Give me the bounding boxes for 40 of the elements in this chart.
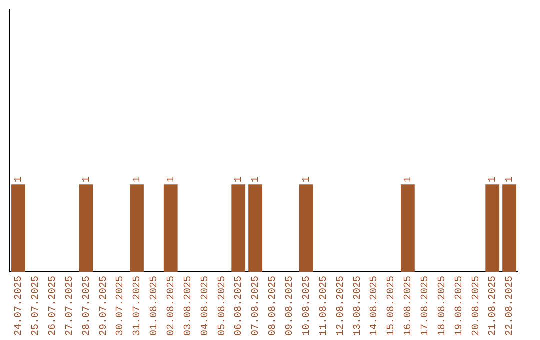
data-label: 1 bbox=[302, 176, 313, 183]
x-tick-label: 19.08.2025 bbox=[454, 276, 466, 336]
x-tick-label: 06.08.2025 bbox=[234, 276, 246, 336]
x-tick-label: 09.08.2025 bbox=[285, 276, 296, 336]
x-tick-label: 22.08.2025 bbox=[505, 276, 516, 336]
x-tick-label: 12.08.2025 bbox=[336, 276, 347, 336]
data-label: 1 bbox=[251, 176, 262, 183]
x-tick-label: 31.07.2025 bbox=[132, 276, 144, 336]
x-tick-label: 01.08.2025 bbox=[150, 276, 161, 336]
x-tick-label: 29.07.2025 bbox=[98, 276, 110, 336]
data-label: 1 bbox=[166, 176, 178, 183]
x-tick-label: 16.08.2025 bbox=[404, 276, 415, 336]
x-tick-label: 11.08.2025 bbox=[318, 276, 330, 336]
x-tick-label: 17.08.2025 bbox=[420, 276, 432, 336]
x-tick-label: 15.08.2025 bbox=[386, 276, 398, 336]
x-tick-label: 26.07.2025 bbox=[48, 276, 59, 336]
x-tick-label: 28.07.2025 bbox=[82, 276, 93, 336]
x-tick-label: 14.08.2025 bbox=[370, 276, 381, 336]
x-tick-label: 05.08.2025 bbox=[217, 276, 228, 336]
data-label: 1 bbox=[82, 176, 93, 183]
x-tick-label: 20.08.2025 bbox=[471, 276, 482, 336]
x-tick-label: 27.07.2025 bbox=[64, 276, 76, 336]
x-tick-label: 03.08.2025 bbox=[183, 276, 194, 336]
x-tick-label: 07.08.2025 bbox=[251, 276, 262, 336]
x-tick-label: 30.07.2025 bbox=[116, 276, 127, 336]
data-label: 1 bbox=[404, 176, 415, 183]
data-label: 1 bbox=[14, 176, 26, 183]
data-label: 1 bbox=[488, 176, 500, 183]
x-tick-label: 18.08.2025 bbox=[437, 276, 448, 336]
x-tick-label: 04.08.2025 bbox=[200, 276, 212, 336]
x-tick-label: 24.07.2025 bbox=[14, 276, 26, 336]
x-tick-label: 10.08.2025 bbox=[302, 276, 313, 336]
x-tick-label: 25.07.2025 bbox=[31, 276, 42, 336]
x-tick-label: 02.08.2025 bbox=[166, 276, 178, 336]
data-label: 1 bbox=[505, 176, 516, 183]
x-tick-label: 21.08.2025 bbox=[488, 276, 500, 336]
x-tick-label: 08.08.2025 bbox=[268, 276, 280, 336]
data-label: 1 bbox=[234, 176, 246, 183]
data-label: 1 bbox=[132, 176, 144, 183]
x-tick-label: 13.08.2025 bbox=[352, 276, 364, 336]
